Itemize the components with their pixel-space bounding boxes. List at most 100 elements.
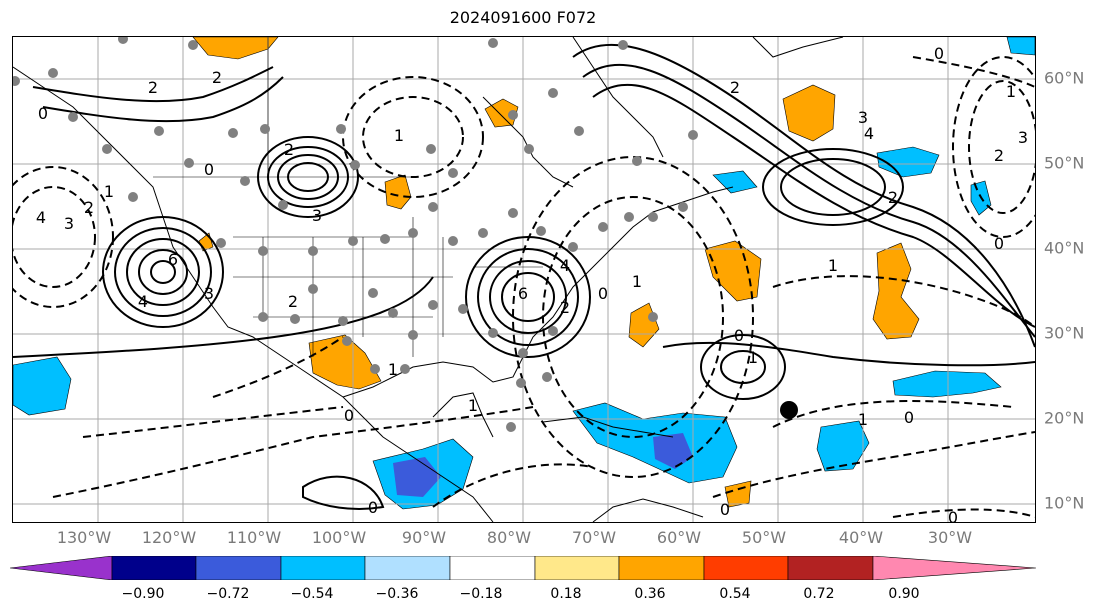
lon-label: 70°W xyxy=(571,528,617,547)
contour-label: 2 xyxy=(994,146,1004,165)
shade-orange-bermuda xyxy=(628,302,660,348)
contour-label: 0 xyxy=(734,326,744,345)
shade-blue-north-east xyxy=(876,146,940,178)
shade-blue-newfoundland xyxy=(712,170,758,194)
contour-label: 1 xyxy=(632,272,642,291)
shade-orange-lakes xyxy=(384,174,412,210)
map-canvas: 2 2 0 1 6 4 3 2 0 1 2 3 4 6 2 4 3 1 0 2 … xyxy=(13,37,1035,522)
shade-orange-n-atlantic xyxy=(782,84,836,142)
lat-label: 50°N xyxy=(1044,153,1085,173)
contour-label: 1 xyxy=(394,126,404,145)
contour-label: 2 xyxy=(84,198,94,217)
contour-label: 2 xyxy=(288,292,298,311)
lon-label: 30°W xyxy=(927,528,973,547)
contour-label: 4 xyxy=(138,292,148,311)
colorbar-bin xyxy=(364,556,451,580)
contour-label: 4 xyxy=(560,256,570,275)
shade-blue-pacific xyxy=(13,356,72,416)
contour-label: 3 xyxy=(312,206,322,225)
colorbar-bin xyxy=(787,556,874,580)
colorbar-bin xyxy=(449,556,536,580)
shade-deep-central-america xyxy=(393,457,441,497)
colorbar-tick: 0.54 xyxy=(719,586,751,602)
colorbar-bin xyxy=(534,556,620,580)
borders xyxy=(153,37,543,357)
contour-label: 0 xyxy=(720,500,730,519)
colorbar-bin xyxy=(195,556,282,580)
colorbar-bin xyxy=(618,556,705,580)
colorbar-extend-low xyxy=(10,556,113,580)
contour-label: 3 xyxy=(204,284,214,303)
lon-label: 110°W xyxy=(226,528,282,547)
shade-blue-east-tropical xyxy=(892,370,1002,398)
shade-orange-east-atlantic xyxy=(872,242,920,340)
contour-label: 4 xyxy=(36,208,46,227)
contour-label: 1 xyxy=(104,182,114,201)
contour-label: 0 xyxy=(934,44,944,63)
contour-label: 0 xyxy=(994,234,1004,253)
contour-label: 1 xyxy=(1006,82,1016,101)
contour-label: 2 xyxy=(148,78,158,97)
lon-label: 40°W xyxy=(838,528,884,547)
contour-label: 2 xyxy=(284,140,294,159)
contour-label: 6 xyxy=(518,284,528,303)
shade-orange-north-top xyxy=(192,37,279,60)
colorbar-extend-high xyxy=(872,556,1036,580)
lat-label: 20°N xyxy=(1044,408,1085,428)
lat-label: 40°N xyxy=(1044,238,1085,258)
colorbar-tick: −0.36 xyxy=(375,586,419,602)
colorbar-segments xyxy=(10,556,1036,580)
contour-label: 0 xyxy=(344,406,354,425)
colorbar-tick: 0.18 xyxy=(550,586,582,602)
colorbar-bin xyxy=(111,556,197,580)
contour-labels: 2 2 0 1 6 4 3 2 0 1 2 3 4 6 2 4 3 1 0 2 … xyxy=(36,44,1028,522)
storm-center-marker xyxy=(780,401,798,419)
lat-label: 10°N xyxy=(1044,493,1085,513)
contour-label: 0 xyxy=(368,498,378,517)
colorbar-tick: 0.36 xyxy=(634,586,666,602)
shade-blue-corner xyxy=(1006,37,1035,56)
shade-orange-small xyxy=(198,232,214,252)
lat-label: 60°N xyxy=(1044,68,1085,88)
contour-label: 0 xyxy=(904,408,914,427)
contour-label: 3 xyxy=(858,108,868,127)
lat-label: 30°N xyxy=(1044,323,1085,343)
contour-label: 1 xyxy=(388,360,398,379)
station-markers xyxy=(13,37,698,432)
contour-label: 0 xyxy=(38,104,48,123)
colorbar-tick: −0.18 xyxy=(459,586,503,602)
contour-label: 0 xyxy=(598,284,608,303)
colorbar-tick: 0.72 xyxy=(803,586,835,602)
colorbar-bin xyxy=(703,556,789,580)
contour-label: 4 xyxy=(864,124,874,143)
map-title: 2024091600 F072 xyxy=(449,8,597,27)
colorbar-bin xyxy=(280,556,366,580)
contour-label: 1 xyxy=(748,348,758,367)
colorbar-tick: −0.54 xyxy=(290,586,334,602)
lon-label: 130°W xyxy=(56,528,112,547)
contours-positive xyxy=(13,43,1035,510)
contour-label: 2 xyxy=(560,298,570,317)
contour-label: 6 xyxy=(168,250,178,269)
shade-orange-mid-atlantic xyxy=(704,240,762,302)
negative-deep-shading xyxy=(393,433,693,497)
contour-label: 2 xyxy=(730,78,740,97)
colorbar-tick: −0.90 xyxy=(121,586,165,602)
colorbar xyxy=(10,556,1036,580)
colorbar-tick: −0.72 xyxy=(206,586,250,602)
colorbar-tick: 0.90 xyxy=(888,586,920,602)
contour-label: 0 xyxy=(204,160,214,179)
map-plot-area: 2 2 0 1 6 4 3 2 0 1 2 3 4 6 2 4 3 1 0 2 … xyxy=(12,36,1036,523)
lon-label: 90°W xyxy=(401,528,447,547)
lon-label: 50°W xyxy=(741,528,787,547)
shade-blue-tropical-atl xyxy=(816,420,870,472)
contour-label: 2 xyxy=(888,188,898,207)
contour-label: 0 xyxy=(948,508,958,522)
contour-label: 2 xyxy=(212,68,222,87)
contours-negative xyxy=(13,56,1035,518)
positive-shading xyxy=(192,37,920,508)
contour-label: 1 xyxy=(828,256,838,275)
lon-label: 60°W xyxy=(656,528,702,547)
shade-deep-caribbean xyxy=(653,433,693,469)
contour-label: 1 xyxy=(858,410,868,429)
